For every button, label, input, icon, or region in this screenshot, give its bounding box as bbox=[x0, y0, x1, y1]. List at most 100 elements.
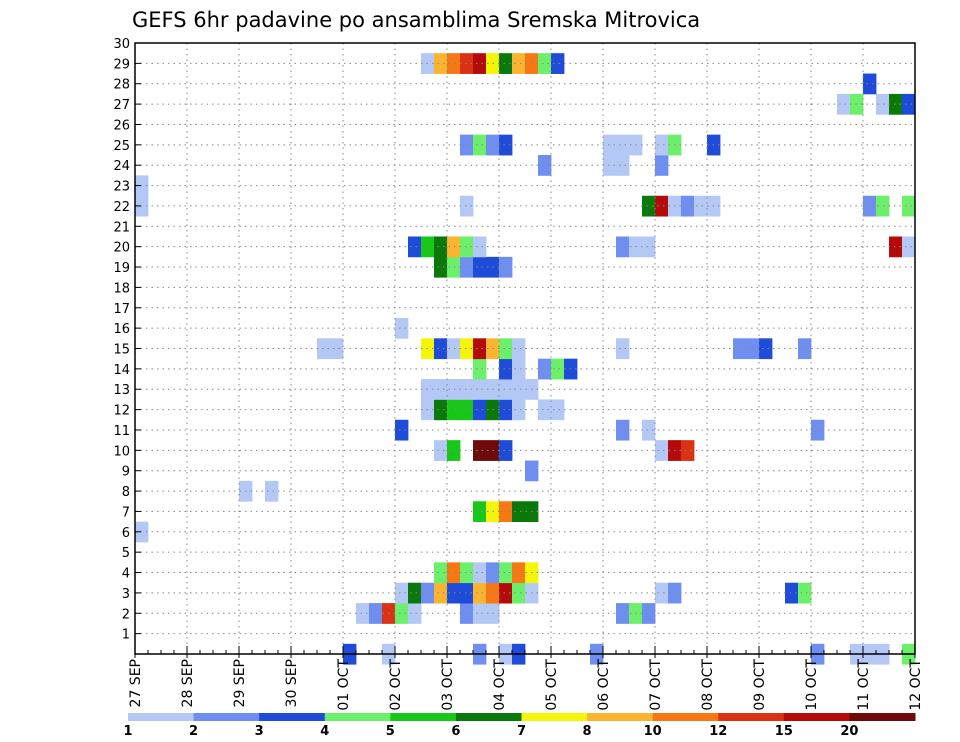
heat-cell bbox=[473, 603, 487, 624]
heat-cell bbox=[655, 155, 669, 176]
color-legend: 1 2 3 4 5 6 7 8 10 12 15 20 bbox=[123, 713, 916, 739]
heat-cell bbox=[447, 379, 461, 400]
heat-cell bbox=[798, 338, 812, 360]
legend-swatch bbox=[455, 713, 522, 721]
heat-cell bbox=[616, 338, 630, 360]
y-tick-label: 13 bbox=[113, 383, 130, 398]
x-tick-label: 03 OCT bbox=[440, 659, 456, 711]
heat-cell bbox=[473, 440, 487, 461]
heat-cell bbox=[694, 195, 708, 217]
heat-cell bbox=[434, 236, 448, 258]
heat-cell bbox=[616, 603, 630, 624]
y-tick-label: 8 bbox=[122, 485, 130, 500]
heat-cell bbox=[460, 582, 474, 604]
heat-cell bbox=[473, 562, 487, 584]
heat-cell bbox=[330, 338, 344, 360]
x-tick-label: 11 OCT bbox=[856, 659, 872, 711]
heat-cell bbox=[655, 134, 669, 156]
heat-cell bbox=[460, 134, 474, 156]
legend-label: 3 bbox=[255, 724, 264, 739]
heat-cell bbox=[681, 195, 695, 217]
heat-cell bbox=[616, 236, 630, 258]
heat-cell bbox=[434, 53, 448, 74]
heat-cell bbox=[473, 358, 487, 380]
heat-cell bbox=[499, 53, 513, 74]
heat-cell bbox=[408, 236, 422, 258]
heat-cell bbox=[512, 501, 526, 523]
y-tick-label: 29 bbox=[113, 57, 130, 72]
y-tick-label: 15 bbox=[113, 343, 130, 358]
heat-cell bbox=[460, 256, 474, 278]
heat-cell bbox=[785, 582, 799, 604]
heat-cell bbox=[499, 399, 513, 421]
x-tick-label: 28 SEP bbox=[180, 659, 196, 707]
x-tick-label: 30 SEP bbox=[284, 659, 300, 707]
heat-cell bbox=[460, 53, 474, 74]
x-tick-label: 06 OCT bbox=[596, 659, 612, 711]
x-tick-label: 02 OCT bbox=[388, 659, 404, 711]
heat-cell bbox=[499, 256, 513, 278]
legend-swatch bbox=[193, 713, 260, 721]
y-tick-label: 6 bbox=[122, 526, 130, 541]
heat-cell bbox=[499, 379, 513, 400]
heat-cell bbox=[681, 440, 695, 461]
y-tick-label: 5 bbox=[122, 546, 130, 561]
heat-cell bbox=[512, 562, 526, 584]
heat-cell bbox=[447, 440, 461, 461]
heat-cell bbox=[512, 582, 526, 604]
heat-cell bbox=[447, 582, 461, 604]
heat-cell bbox=[902, 93, 916, 115]
y-tick-label: 9 bbox=[122, 465, 130, 480]
heat-cell bbox=[356, 603, 370, 624]
y-tick-label: 17 bbox=[113, 302, 130, 317]
legend-label: 2 bbox=[189, 724, 198, 739]
x-tick-label: 29 SEP bbox=[232, 659, 248, 707]
heat-cell bbox=[499, 501, 513, 523]
y-tick-label: 23 bbox=[113, 180, 130, 195]
y-tick-label: 26 bbox=[113, 118, 130, 133]
heat-cell bbox=[512, 399, 526, 421]
heat-cell bbox=[733, 338, 747, 360]
y-tick-label: 25 bbox=[113, 139, 130, 154]
heat-cell bbox=[876, 93, 890, 115]
heat-cell bbox=[447, 562, 461, 584]
heat-cell bbox=[889, 93, 903, 115]
y-tick-label: 12 bbox=[113, 404, 130, 419]
heat-cell bbox=[473, 236, 487, 258]
legend-label: 6 bbox=[451, 724, 460, 739]
heat-cell bbox=[512, 53, 526, 74]
heat-cell bbox=[434, 440, 448, 461]
heat-cell bbox=[369, 603, 383, 624]
legend-label: 15 bbox=[775, 724, 793, 739]
heat-cell bbox=[499, 338, 513, 360]
x-tick-label: 08 OCT bbox=[700, 659, 716, 711]
y-tick-label: 19 bbox=[113, 261, 130, 276]
heat-cell bbox=[434, 399, 448, 421]
legend-swatch bbox=[324, 713, 391, 721]
heat-cell bbox=[902, 236, 916, 258]
legend-swatch bbox=[783, 713, 850, 721]
heat-cell bbox=[746, 338, 760, 360]
heat-cell bbox=[460, 236, 474, 258]
y-tick-label: 20 bbox=[113, 241, 130, 256]
y-tick-label: 11 bbox=[113, 424, 130, 439]
heat-cell bbox=[512, 358, 526, 380]
heat-cell bbox=[460, 195, 474, 217]
heat-cell bbox=[538, 399, 552, 421]
heat-cell bbox=[408, 603, 422, 624]
heat-cell bbox=[395, 419, 409, 441]
legend-label: 20 bbox=[840, 724, 858, 739]
y-tick-label: 4 bbox=[122, 567, 130, 582]
heat-cell bbox=[538, 155, 552, 176]
heat-cell bbox=[499, 562, 513, 584]
heat-cell bbox=[616, 155, 630, 176]
heat-cell bbox=[499, 440, 513, 461]
heat-cell bbox=[473, 256, 487, 278]
x-tick-label: 04 OCT bbox=[492, 659, 508, 711]
heat-cell bbox=[642, 603, 656, 624]
legend-swatch bbox=[259, 713, 326, 721]
heat-cell bbox=[603, 134, 617, 156]
heat-cell bbox=[460, 562, 474, 584]
heat-cell bbox=[460, 603, 474, 624]
legend-label: 1 bbox=[123, 724, 132, 739]
